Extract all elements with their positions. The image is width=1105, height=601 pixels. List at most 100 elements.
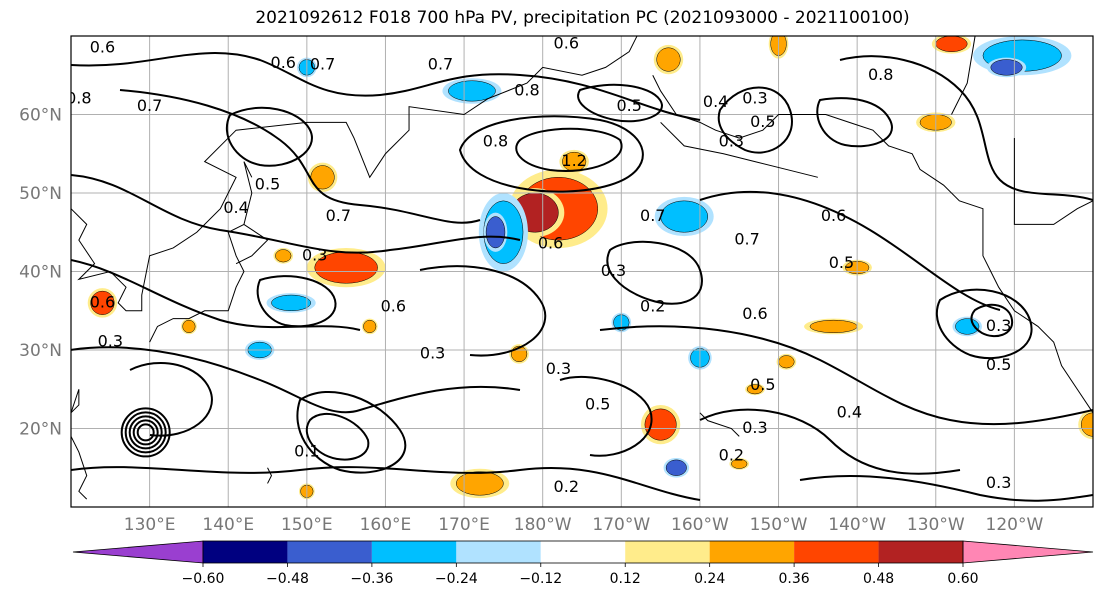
colorbar-tick-label: 0.12: [610, 571, 641, 587]
colorbar-tick-label: 0.24: [694, 571, 725, 587]
latitude-label: 40°N: [19, 263, 62, 283]
pv-contour-16: [699, 190, 1001, 311]
pv-contour-label: 0.5: [616, 96, 641, 115]
coast-marianas: [267, 467, 273, 484]
latitude-label: 60°N: [19, 106, 62, 126]
longitude-label: 180°W: [514, 515, 572, 535]
typhoon-pv-ring-0: [136, 423, 155, 442]
longitude-labels: 130°E 140°E 150°E 160°E 170°E 180°W 170°W 160°W…: [124, 515, 1044, 535]
colorbar-segment: [287, 541, 372, 563]
map-title: 2021092612 F018 700 hPa PV, precipitatio…: [255, 8, 910, 28]
pv-contour-label: 1.2: [561, 151, 586, 170]
coast-border-north: [951, 36, 976, 115]
pv-contour-23: [256, 275, 337, 328]
pv-contour-20: [71, 466, 701, 501]
pv-contour-layer: [71, 52, 1093, 502]
pv-contour-label: 0.8: [483, 131, 508, 150]
colorbar: −0.60 −0.48 −0.36 −0.24 −0.12 0.12 0.24 0.36 0.4…: [72, 540, 1094, 587]
pv-contour-label: 0.6: [90, 292, 115, 311]
longitude-label: 140°W: [828, 515, 886, 535]
colorbar-segment: [371, 541, 457, 563]
colorbar-segment: [625, 541, 710, 563]
pv-contour-label: 0.2: [640, 296, 665, 315]
pv-contour-label: 0.3: [742, 88, 767, 107]
precip-anomaly-16: [809, 319, 858, 333]
precip-anomaly-23: [990, 59, 1023, 76]
pv-contour-label: 0.3: [601, 261, 626, 280]
pv-contour-label: 0.6: [381, 296, 406, 315]
pv-contour-2: [458, 115, 644, 193]
precip-anomaly-13: [665, 459, 687, 476]
precip-anomaly-35: [731, 458, 748, 469]
precip-anomaly-21: [935, 36, 968, 52]
latitude-label: 50°N: [19, 184, 62, 204]
colorbar-segment: [456, 541, 541, 563]
pv-contour-label: 0.4: [223, 198, 248, 217]
pv-contour-label-layer: 0.6 0.6 0.7 0.7 0.6 0.8 0.7 0.8 0.5 0.8 1.2 0.4 0.3 0…: [71, 36, 1011, 496]
pv-contour-label: 0.3: [546, 359, 571, 378]
colorbar-segment: [794, 541, 879, 563]
pv-contour-11: [305, 413, 370, 461]
graticule: [71, 36, 1093, 507]
pv-contour-label: 0.5: [829, 253, 854, 272]
pv-contour-22: [225, 106, 313, 167]
pv-contour-label: 0.7: [428, 55, 453, 74]
colorbar-max-extension: [962, 540, 1094, 564]
pv-contour-18: [970, 303, 1014, 338]
colorbar-tick-label: −0.36: [350, 571, 393, 587]
pv-contour-6: [419, 265, 547, 357]
colorbar-tick-label: 0.36: [779, 571, 810, 587]
plot-frame: [70, 35, 1094, 508]
pv-contour-label: 0.5: [585, 394, 610, 413]
pv-contour-label: 0.3: [742, 418, 767, 437]
pv-contour-label: 0.5: [986, 355, 1011, 374]
pv-contour-label: 0.5: [750, 375, 775, 394]
precip-anomaly-30: [363, 319, 377, 333]
pv-contour-13: [699, 408, 961, 475]
precip-anomaly-5: [90, 290, 115, 315]
pv-contour-4: [71, 174, 521, 254]
longitude-label: 150°W: [750, 515, 808, 535]
coast-sakhalin: [243, 161, 253, 225]
pv-contour-label: 0.3: [420, 343, 445, 362]
precip-anomaly-10: [271, 294, 312, 311]
precip-anomaly-29: [182, 319, 196, 333]
colorbar-segment: [203, 541, 288, 563]
colorbar-tick-label: −0.60: [182, 571, 225, 587]
longitude-label: 170°W: [592, 515, 650, 535]
pv-contour-label: 0.4: [703, 92, 728, 111]
latitude-label: 20°N: [19, 420, 62, 440]
pv-contour-label: 0.3: [98, 332, 123, 351]
colorbar-outline: [202, 540, 964, 564]
longitude-label: 160°E: [360, 515, 412, 535]
precip-anomaly-9: [448, 80, 496, 102]
pv-contour-label: 0.6: [271, 53, 296, 72]
pv-contour-15: [839, 55, 1093, 201]
pv-contour-10: [296, 391, 407, 474]
pv-contour-25: [816, 97, 893, 148]
pv-contour-label: 0.7: [137, 96, 162, 115]
colorbar-segment: [709, 541, 795, 563]
pv-contour-label: 0.3: [719, 131, 744, 150]
typhoon-pv-ring-3: [124, 411, 167, 454]
typhoon-pv-ring-4: [120, 407, 171, 458]
coast-philippines: [71, 436, 88, 500]
precip-anomaly-27: [746, 384, 764, 395]
pv-contour-label: 0.1: [294, 442, 319, 461]
coast-asia: [71, 36, 638, 312]
longitude-label: 130°E: [124, 515, 176, 535]
latitude-labels: 60°N 50°N 40°N 30°N 20°N: [19, 106, 62, 440]
longitude-label: 160°W: [671, 515, 729, 535]
pv-contour-label: 0.7: [326, 206, 351, 225]
pv-contour-3: [515, 127, 623, 172]
pv-contour-label: 0.2: [554, 477, 579, 496]
pv-contour-14: [717, 86, 793, 154]
longitude-label: 170°E: [438, 515, 490, 535]
pv-contour-label: 0.5: [750, 112, 775, 131]
pv-contour-21: [799, 474, 1093, 502]
colorbar-tick-label: 0.48: [863, 571, 894, 587]
longitude-label: 140°E: [202, 515, 254, 535]
coast-aleutians: [660, 121, 818, 178]
pv-contour-label: 0.5: [255, 175, 280, 194]
